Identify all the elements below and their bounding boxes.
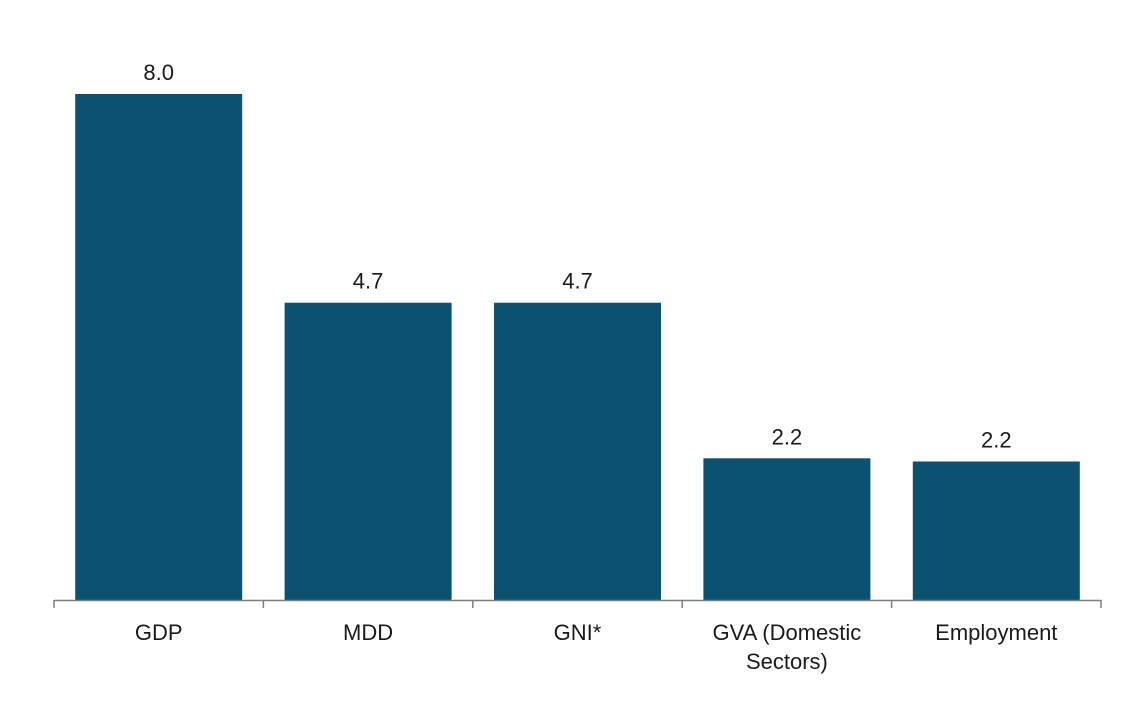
x-tick-label: Employment [935,620,1057,645]
data-label: 2.2 [772,424,803,449]
bar [703,458,871,600]
x-tick-label: GVA (Domestic Sectors) [713,620,862,674]
x-tick-label: MDD [343,620,393,645]
bars-layer [75,94,1080,600]
x-axis [53,599,1102,608]
bar [284,302,452,600]
bar [494,302,661,600]
x-tick-label: GDP [135,620,183,645]
x-tick-label: GNI* [554,620,602,645]
data-label: 4.7 [353,269,384,294]
bar [912,461,1080,600]
data-label: 8.0 [143,60,174,85]
data-label: 4.7 [562,269,593,294]
value-labels-layer: 8.0 4.7 4.7 2.2 2.2 [143,60,1011,452]
data-label: 2.2 [981,427,1012,452]
category-labels-layer: GDP MDD GNI* GVA (Domestic Sectors) Employmen… [135,620,1058,674]
bar [75,94,243,600]
